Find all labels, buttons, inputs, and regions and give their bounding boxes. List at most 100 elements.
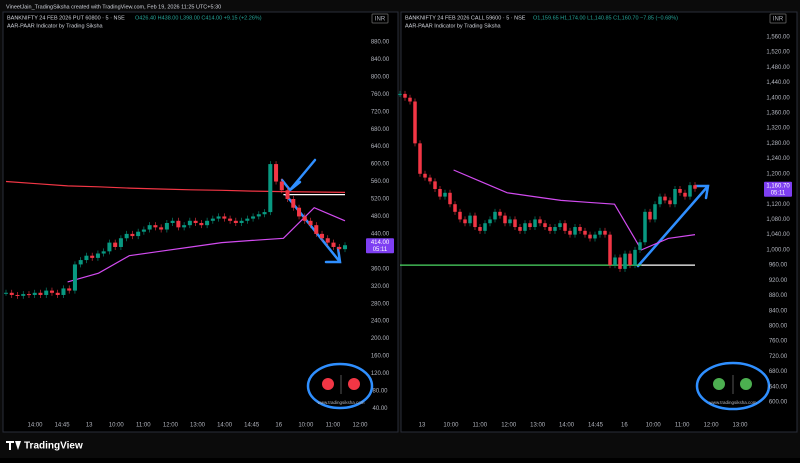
y-tick-label: 1,000.00 xyxy=(766,247,790,253)
y-tick-label: 1,320.00 xyxy=(766,126,790,132)
candle xyxy=(493,211,497,220)
x-tick-label: 14:00 xyxy=(217,423,233,429)
candle xyxy=(72,264,77,291)
y-tick-label: 680.00 xyxy=(769,369,788,375)
candle xyxy=(668,200,672,205)
y-tick-label: 560.00 xyxy=(371,179,390,185)
indicator-name: AAR-PAAR Indicator by Trading Siksha xyxy=(7,23,104,29)
y-tick-label: 880.00 xyxy=(371,40,390,46)
candle xyxy=(164,222,169,230)
y-tick-label: 680.00 xyxy=(371,127,390,133)
price-tag-countdown: 05:11 xyxy=(771,190,786,196)
y-tick-label: 440.00 xyxy=(371,231,390,237)
candle xyxy=(297,207,302,217)
y-tick-label: 1,560.00 xyxy=(766,34,790,40)
tv-logo: TradingView xyxy=(6,441,83,452)
candle xyxy=(683,192,687,197)
y-tick-label: 960.00 xyxy=(769,263,788,269)
candle xyxy=(210,218,215,221)
candle xyxy=(433,181,437,189)
candle xyxy=(251,216,256,219)
candle xyxy=(463,219,467,224)
candle xyxy=(44,290,49,295)
x-tick-label: 12:00 xyxy=(163,423,179,429)
x-tick-label: 11:00 xyxy=(473,423,488,429)
candle xyxy=(38,292,43,295)
candle xyxy=(268,164,273,213)
y-tick-label: 160.00 xyxy=(371,354,390,360)
indicator-line xyxy=(67,206,346,283)
x-tick-label: 11:00 xyxy=(136,423,151,429)
y-tick-label: 120.00 xyxy=(371,371,390,377)
x-tick-label: 14:45 xyxy=(588,423,604,429)
y-tick-label: 720.00 xyxy=(769,354,788,360)
y-tick-label: 360.00 xyxy=(371,266,390,272)
candle xyxy=(118,238,123,247)
price-tag-countdown: 05:11 xyxy=(373,247,388,253)
candle xyxy=(113,242,118,247)
y-tick-label: 1,280.00 xyxy=(766,141,790,147)
x-tick-label: 14:45 xyxy=(55,423,71,429)
y-tick-label: 1,240.00 xyxy=(766,156,790,162)
candle xyxy=(563,223,567,231)
candle xyxy=(498,211,502,216)
candle xyxy=(643,211,647,243)
candle xyxy=(528,223,532,228)
candle xyxy=(95,253,100,258)
ohlc: O1,159.65 H1,174.00 L1,140.85 C1,160.70 … xyxy=(533,15,678,21)
candle xyxy=(603,230,607,235)
candle xyxy=(538,219,542,224)
candle xyxy=(428,177,432,182)
candle xyxy=(308,220,313,226)
candle xyxy=(448,192,452,205)
candle xyxy=(245,218,250,221)
candle xyxy=(638,242,642,250)
x-tick-label: 11:00 xyxy=(326,423,341,429)
candle xyxy=(55,292,60,295)
candle xyxy=(279,181,284,191)
x-tick-label: 11:00 xyxy=(675,423,690,429)
candle xyxy=(302,216,307,221)
candle xyxy=(170,220,175,223)
chart-title: BANKNIFTY 24 FEB 2026 CALL 59600 · 5 · N… xyxy=(405,15,526,21)
panel-left xyxy=(2,11,399,433)
candle xyxy=(588,234,592,239)
candle xyxy=(325,238,330,243)
candle xyxy=(438,188,442,197)
annotations xyxy=(280,158,771,411)
candle xyxy=(663,196,667,201)
x-tick-label: 13 xyxy=(419,423,426,429)
x-tick-label: 14:00 xyxy=(559,423,575,429)
candle xyxy=(159,227,164,230)
candle xyxy=(285,190,290,199)
candle xyxy=(408,97,412,102)
candle xyxy=(187,220,192,226)
x-tick-label: 10:00 xyxy=(109,423,125,429)
currency-box xyxy=(769,13,787,24)
candle xyxy=(543,223,547,228)
candle xyxy=(598,230,602,235)
red-dot xyxy=(348,378,360,390)
candle xyxy=(658,196,662,205)
y-tick-label: 1,040.00 xyxy=(766,232,790,238)
candle xyxy=(473,215,477,228)
candle xyxy=(320,233,325,239)
candle xyxy=(233,220,238,223)
y-tick-label: 920.00 xyxy=(769,278,788,284)
indicator-name: AAR-PAAR Indicator by Trading Siksha xyxy=(405,23,502,29)
candle xyxy=(228,218,233,221)
chart-title: BANKNIFTY 24 FEB 2026 PUT 60800 · 5 · NS… xyxy=(7,15,125,21)
candle xyxy=(553,227,557,231)
candle xyxy=(136,231,141,237)
candle xyxy=(49,290,54,293)
candle xyxy=(205,220,210,226)
candle xyxy=(141,229,146,232)
candle xyxy=(673,188,677,205)
candle xyxy=(199,222,204,226)
candle xyxy=(78,260,83,265)
candle xyxy=(453,204,457,212)
red-dot xyxy=(322,378,334,390)
price-tag xyxy=(366,238,394,254)
candle xyxy=(613,257,617,266)
